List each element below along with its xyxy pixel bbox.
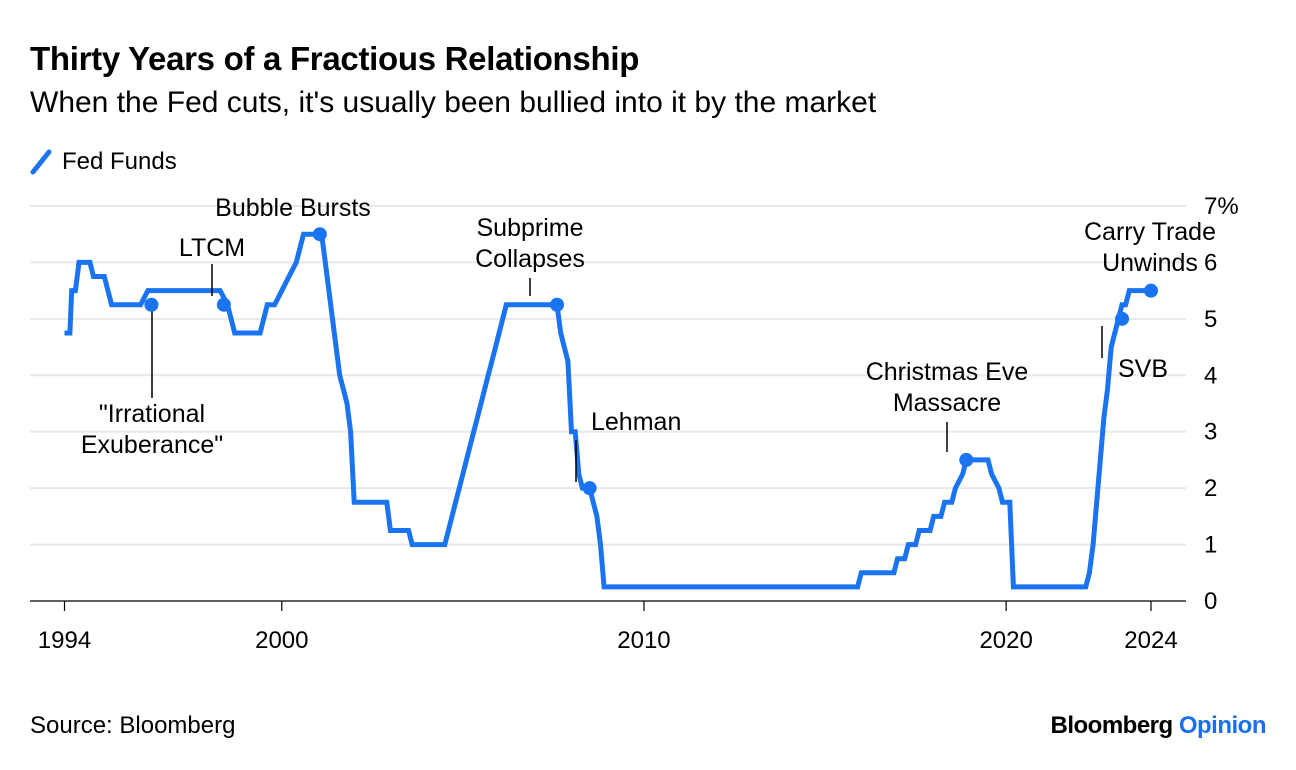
brand-logo: Bloomberg Opinion: [1051, 712, 1267, 740]
x-tick-label: 2000: [255, 627, 308, 654]
line-chart: 0 1 2 3 4 5 6 7% 1994 2000 2010 2020 2024 "Irrational…: [30, 193, 1239, 654]
annotation-label: SVB: [1118, 355, 1168, 383]
annotation-marker: [582, 481, 597, 496]
chart-title: Thirty Years of a Fractious Relationship: [30, 40, 640, 77]
annotation-label: Subprime Collapses: [475, 214, 585, 273]
y-tick-label: 4: [1204, 362, 1217, 389]
y-tick-label: 0: [1204, 588, 1217, 615]
y-tick-label: 5: [1204, 306, 1217, 333]
brand-opinion: Opinion: [1178, 712, 1267, 739]
annotation-marker: [216, 297, 231, 312]
x-tick-label: 2010: [617, 627, 670, 654]
legend-label: Fed Funds: [62, 148, 177, 175]
annotation-marker: [1115, 311, 1130, 326]
annotation-label: Carry Trade Unwinds: [1084, 218, 1216, 277]
annotation-marker: [550, 297, 565, 312]
fed-funds-line: [64, 231, 1151, 590]
x-tick-label: 2024: [1124, 627, 1177, 654]
legend: Fed Funds: [30, 148, 177, 176]
annotation-marker: [1144, 283, 1158, 298]
chart-subtitle: When the Fed cuts, it's usually been bul…: [30, 86, 877, 119]
annotation-label: Lehman: [591, 408, 681, 436]
y-tick-label: 3: [1204, 419, 1217, 446]
annotation-label: Bubble Bursts: [215, 194, 371, 222]
x-tick-label: 1994: [38, 627, 91, 654]
annotation-marker: [144, 297, 159, 312]
source-note: Source: Bloomberg: [30, 712, 236, 739]
annotation-label: "Irrational Exuberance": [81, 400, 223, 459]
annotation-label: Christmas Eve Massacre: [866, 358, 1029, 417]
brand-name: Bloomberg: [1050, 712, 1174, 739]
y-tick-label: 1: [1204, 532, 1217, 559]
y-tick-label: 2: [1204, 475, 1217, 502]
y-tick-label: 7%: [1204, 193, 1239, 220]
annotation-marker: [312, 227, 327, 242]
x-tick-label: 2020: [979, 627, 1032, 654]
annotation-marker: [959, 452, 974, 467]
legend-line-swatch: [30, 149, 52, 175]
y-tick-label: 6: [1204, 249, 1217, 276]
annotation-label: LTCM: [179, 234, 245, 262]
